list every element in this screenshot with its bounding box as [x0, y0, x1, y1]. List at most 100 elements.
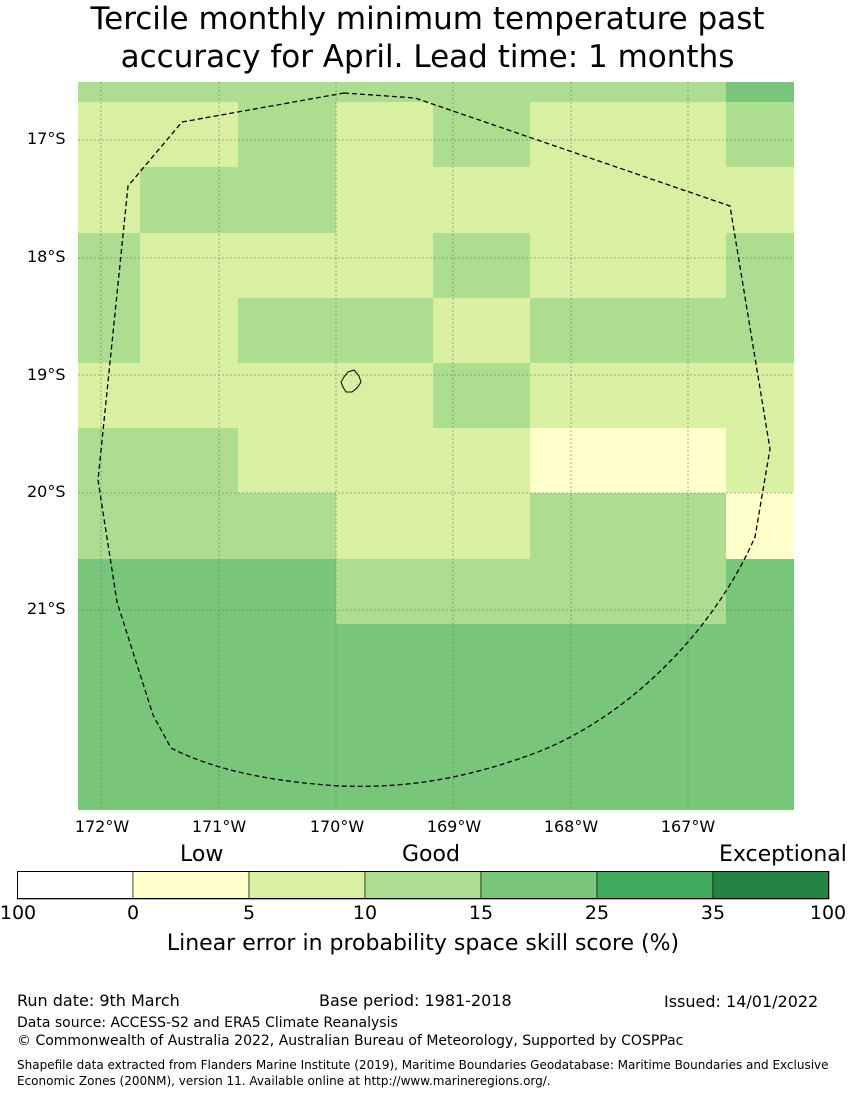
skill-cell	[726, 755, 794, 810]
lon-label-168w: 168°W	[543, 817, 599, 836]
lon-label-172w: 172°W	[74, 817, 130, 836]
map-title: Tercile monthly minimum temperature past…	[0, 0, 855, 76]
skill-cell	[238, 690, 336, 755]
skill-cell	[140, 363, 238, 428]
colorbar-segment	[480, 871, 598, 900]
lon-label-169w: 169°W	[426, 817, 482, 836]
skill-cell	[433, 298, 530, 363]
skill-cell	[433, 233, 530, 298]
skill-cell	[140, 755, 238, 810]
skill-cell	[530, 493, 627, 559]
skill-cell	[78, 102, 140, 167]
category-good: Good	[402, 842, 460, 867]
skill-cell	[336, 428, 433, 493]
skill-cell	[726, 559, 794, 624]
skill-cell	[627, 559, 726, 624]
shapefile-credit-line-1: Shapefile data extracted from Flanders M…	[17, 1058, 829, 1072]
skill-cell	[627, 102, 726, 167]
skill-cell	[336, 690, 433, 755]
skill-cell	[726, 167, 794, 233]
skill-cell	[627, 167, 726, 233]
skill-cell	[336, 233, 433, 298]
skill-cell	[530, 233, 627, 298]
colorbar-segment	[248, 871, 366, 900]
skill-cell	[336, 624, 433, 690]
colorbar-tick: 25	[584, 902, 610, 924]
skill-cell	[140, 559, 238, 624]
skill-cell	[238, 363, 336, 428]
skill-cell	[726, 298, 794, 363]
skill-cell	[726, 363, 794, 428]
skill-cell	[726, 493, 794, 559]
island-outline	[340, 369, 362, 393]
skill-cell	[78, 559, 140, 624]
skill-cell	[78, 167, 140, 233]
run-date: Run date: 9th March	[17, 991, 180, 1010]
colorbar-tick: 15	[468, 902, 494, 924]
skill-cell	[726, 82, 794, 102]
skill-cell	[238, 102, 336, 167]
skill-cell	[140, 167, 238, 233]
data-source: Data source: ACCESS-S2 and ERA5 Climate …	[17, 1015, 398, 1031]
skill-cell	[140, 624, 238, 690]
skill-cell	[627, 690, 726, 755]
skill-cell	[433, 755, 530, 810]
colorbar-tick: 0	[126, 902, 140, 924]
skill-cell	[336, 102, 433, 167]
skill-cell	[627, 493, 726, 559]
skill-cell	[140, 82, 238, 102]
colorbar-segment	[596, 871, 714, 900]
copyright-notice: © Commonwealth of Australia 2022, Austra…	[17, 1033, 684, 1049]
skill-cell	[433, 690, 530, 755]
skill-cell	[336, 755, 433, 810]
colorbar-segment	[712, 871, 830, 900]
issued-date: Issued: 14/01/2022	[664, 992, 819, 1011]
lat-label-17s: 17°S	[27, 129, 66, 148]
skill-cell	[530, 690, 627, 755]
skill-cell	[78, 428, 140, 493]
skill-cell	[140, 233, 238, 298]
colorbar-tick: 5	[242, 902, 256, 924]
skill-cell	[530, 363, 627, 428]
colorbar-tick: 10	[352, 902, 378, 924]
skill-cell	[433, 82, 530, 102]
colorbar-tick: 100	[0, 902, 37, 924]
skill-cell	[78, 624, 140, 690]
skill-cell	[140, 493, 238, 559]
skill-cell	[238, 233, 336, 298]
skill-cell	[627, 82, 726, 102]
category-exceptional: Exceptional	[719, 842, 847, 867]
colorbar-tick: 100	[809, 902, 847, 924]
skill-cell	[726, 233, 794, 298]
lon-label-167w: 167°W	[660, 817, 716, 836]
base-period: Base period: 1981-2018	[319, 991, 512, 1010]
skill-cell	[627, 428, 726, 493]
skill-cell	[238, 428, 336, 493]
skill-cell	[238, 624, 336, 690]
eez-boundary	[97, 92, 771, 787]
skill-cell	[140, 102, 238, 167]
skill-cell	[433, 167, 530, 233]
title-line-2: accuracy for April. Lead time: 1 months	[120, 39, 735, 75]
skill-cell	[530, 755, 627, 810]
colorbar-segment	[132, 871, 250, 900]
lon-label-171w: 171°W	[191, 817, 247, 836]
skill-cell	[78, 690, 140, 755]
skill-cell	[627, 624, 726, 690]
skill-cell	[726, 690, 794, 755]
skill-cell	[238, 559, 336, 624]
lat-label-20s: 20°S	[27, 482, 66, 501]
skill-cell	[726, 624, 794, 690]
skill-cell	[78, 493, 140, 559]
skill-cell	[78, 233, 140, 298]
skill-cell	[78, 82, 140, 102]
skill-cell	[433, 493, 530, 559]
colorbar-segment	[17, 871, 134, 900]
skill-cell	[238, 755, 336, 810]
category-low: Low	[180, 842, 224, 867]
skill-cell	[627, 233, 726, 298]
skill-cell	[726, 102, 794, 167]
map-canvas	[78, 82, 794, 810]
skill-cell	[140, 428, 238, 493]
skill-cell	[627, 363, 726, 428]
